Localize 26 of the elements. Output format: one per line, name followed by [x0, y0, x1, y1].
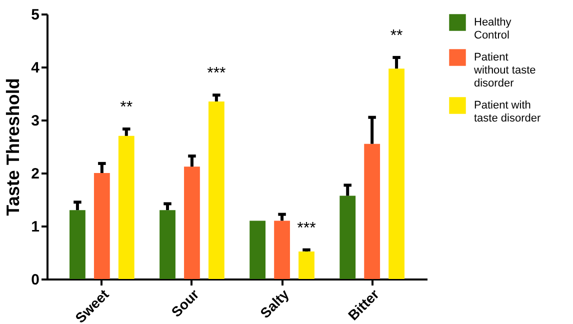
annotation: ***: [297, 220, 316, 237]
y-tick-label: 2: [31, 166, 40, 182]
y-tick-label: 3: [31, 112, 40, 130]
bar: [274, 220, 290, 279]
bar: [160, 210, 176, 279]
y-tick-label: 0: [31, 272, 40, 288]
annotation: **: [120, 99, 133, 116]
y-tick-label: 4: [31, 60, 40, 76]
legend-label: Patient with taste disorder: [474, 100, 541, 124]
y-tick-label: 5: [31, 6, 40, 24]
y-axis-title: Taste Threshold: [3, 78, 24, 216]
legend-label: Healthy Control: [474, 16, 512, 42]
bar: [298, 251, 314, 279]
y-tick-label: 1: [31, 218, 40, 236]
bar: [94, 173, 110, 279]
bar: [364, 144, 380, 279]
bar: [184, 166, 200, 279]
bar: [250, 220, 266, 279]
annotation: **: [390, 27, 403, 44]
bar: [118, 136, 134, 279]
legend-label: Patient without taste disorder: [473, 52, 536, 90]
bar: [388, 68, 404, 279]
bar: [208, 101, 224, 279]
bar: [340, 196, 356, 279]
bar: [70, 210, 86, 279]
annotation: ***: [207, 65, 226, 82]
